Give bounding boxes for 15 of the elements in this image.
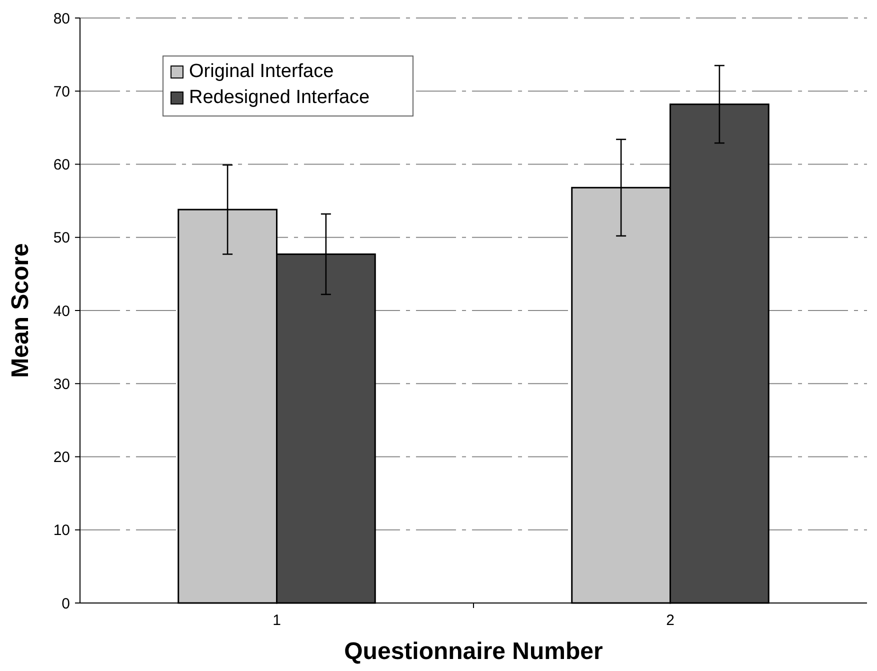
y-tick-label: 80 bbox=[53, 10, 70, 28]
y-axis-title: Mean Score bbox=[7, 243, 34, 378]
y-tick-label: 50 bbox=[53, 230, 70, 247]
y-tick-label: 40 bbox=[53, 302, 70, 320]
y-tick-label: 20 bbox=[53, 449, 70, 466]
y-tick-label: 60 bbox=[53, 156, 70, 174]
x-axis-title: Questionnaire Number bbox=[344, 638, 603, 665]
legend-label: Original Interface bbox=[189, 61, 334, 82]
legend-label: Redesigned Interface bbox=[189, 87, 370, 108]
x-tick-label: 1 bbox=[272, 612, 281, 629]
y-tick-label: 30 bbox=[53, 376, 70, 393]
y-tick-label: 0 bbox=[62, 595, 70, 612]
y-tick-label: 70 bbox=[53, 83, 70, 100]
x-tick-label: 2 bbox=[666, 612, 674, 629]
y-tick-label: 10 bbox=[53, 522, 70, 540]
